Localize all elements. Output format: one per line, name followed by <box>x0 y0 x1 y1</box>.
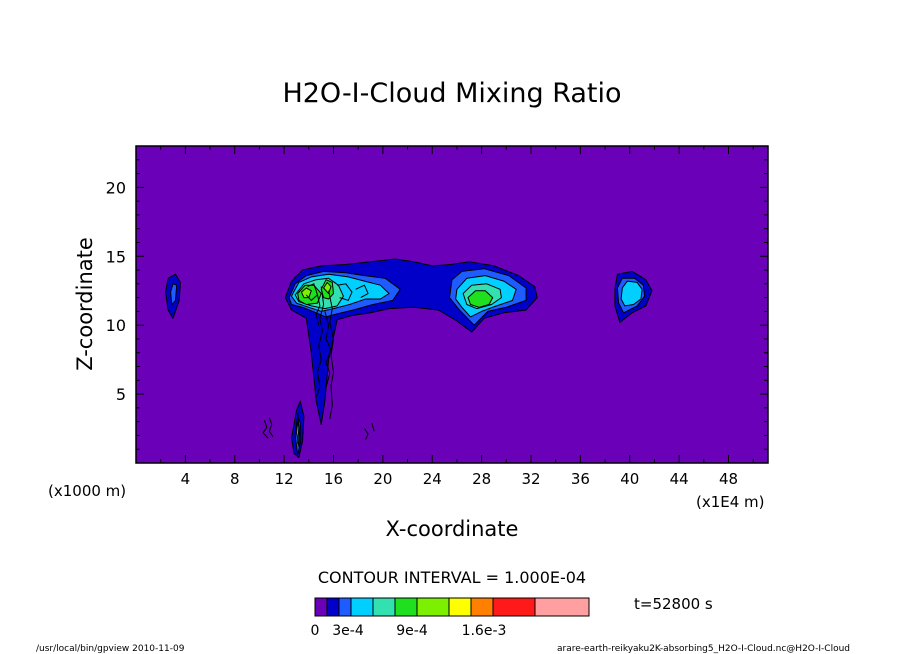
contour-level-6-main-cloud-2 <box>323 281 332 294</box>
colorbar <box>314 597 590 617</box>
x-tick-label: 20 <box>373 470 392 488</box>
colorbar-label: 9e-4 <box>396 623 428 639</box>
x-tick-label: 32 <box>521 470 540 488</box>
x-tick-label: 40 <box>620 470 639 488</box>
x-axis-label: X-coordinate <box>386 517 519 541</box>
contour-line-6 <box>355 284 369 299</box>
colorbar-label: 0 <box>311 623 320 639</box>
footer-right: arare-earth-reikyaku2K-absorbing5_H2O-I-… <box>557 644 850 654</box>
colorbar-swatch <box>326 597 340 617</box>
contour-line-9 <box>363 428 369 440</box>
contour-level-5-right-part <box>467 290 494 308</box>
y-tick-label: 10 <box>106 316 126 335</box>
x-tick-label: 48 <box>719 470 738 488</box>
contour-lines <box>262 283 375 444</box>
colorbar-label: 1.6e-3 <box>462 623 507 639</box>
colorbar-swatch <box>350 597 374 617</box>
contour-line-11 <box>297 413 300 444</box>
x-tick-label: 44 <box>670 470 689 488</box>
x-tick-label: 36 <box>571 470 590 488</box>
y-axis-label: Z-coordinate <box>73 237 97 371</box>
colorbar-swatch <box>338 597 352 617</box>
colorbar-swatch <box>448 597 472 617</box>
colorbar-swatch <box>394 597 418 617</box>
contour-line-4 <box>305 283 319 302</box>
contour-line-2 <box>328 290 335 419</box>
x-tick-label: 24 <box>423 470 442 488</box>
y-tick-label: 5 <box>116 385 126 404</box>
x-tick-label: 28 <box>472 470 491 488</box>
contour-level-3-right-cell <box>620 280 643 307</box>
colorbar-swatch <box>534 597 590 617</box>
colorbar-label: 3e-4 <box>332 623 364 639</box>
y-tick-label: 20 <box>106 178 126 197</box>
contour-interval: CONTOUR INTERVAL = 1.000E-04 <box>318 568 586 587</box>
contour-line-3 <box>315 294 321 326</box>
time-label: t=52800 s <box>634 595 713 613</box>
contour-level-6-main-cloud <box>300 287 312 299</box>
y-tick-label: 15 <box>106 247 126 266</box>
footer-left: /usr/local/bin/gpview 2010-11-09 <box>36 644 185 654</box>
axis-ticks <box>135 145 768 463</box>
plot-area <box>135 145 769 464</box>
y-tick-labels: 5 10 15 20 <box>106 178 126 404</box>
contour-line-5 <box>337 283 353 302</box>
contour-line-8 <box>268 417 274 438</box>
x-tick-label: 16 <box>324 470 343 488</box>
colorbar-labels: 0 3e-4 9e-4 1.6e-3 <box>311 623 507 639</box>
x-tick-label: 8 <box>230 470 240 488</box>
colorbar-swatch <box>470 597 494 617</box>
contour-level-2-left-cell <box>170 283 178 305</box>
plot-frame <box>135 145 769 464</box>
chart-title: H2O-I-Cloud Mixing Ratio <box>282 78 621 109</box>
x-tick-label: 4 <box>181 470 191 488</box>
x-tick-labels: 4 8 12 16 20 24 28 32 36 40 44 48 <box>181 470 738 488</box>
colorbar-swatch <box>416 597 450 617</box>
x-unit-right: (x1E4 m) <box>696 493 765 511</box>
contour-line-10 <box>371 422 375 432</box>
x-unit-left: (x1000 m) <box>48 482 126 500</box>
contour-line-7 <box>262 420 269 439</box>
contour-line-0 <box>324 311 332 388</box>
colorbar-swatch <box>372 597 396 617</box>
colorbar-swatch <box>314 597 328 617</box>
contour-line-1 <box>315 286 325 397</box>
colorbar-swatch <box>492 597 536 617</box>
x-tick-label: 12 <box>275 470 294 488</box>
